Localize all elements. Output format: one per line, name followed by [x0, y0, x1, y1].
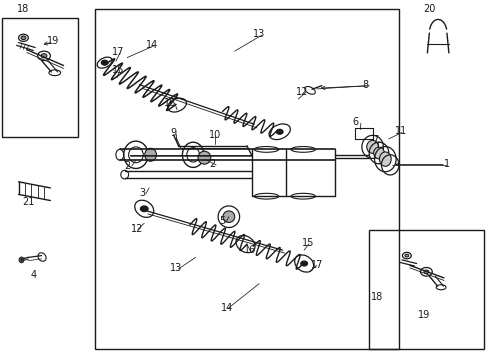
Circle shape [276, 129, 283, 134]
Text: 12: 12 [295, 87, 307, 97]
Ellipse shape [379, 152, 390, 166]
Text: 8: 8 [362, 80, 368, 90]
Text: 19: 19 [46, 36, 59, 46]
Text: 1: 1 [443, 159, 449, 169]
Text: 16: 16 [163, 98, 176, 108]
Text: 9: 9 [170, 128, 176, 138]
Text: 17: 17 [111, 47, 123, 57]
Ellipse shape [198, 151, 210, 164]
Text: 13: 13 [170, 263, 182, 273]
Text: 13: 13 [253, 29, 265, 39]
Text: 14: 14 [145, 40, 158, 50]
Bar [95, 9, 398, 349]
Circle shape [101, 60, 108, 65]
Text: 17: 17 [310, 260, 322, 270]
Circle shape [404, 254, 408, 257]
Text: 20: 20 [422, 4, 434, 14]
Ellipse shape [223, 211, 234, 222]
Text: 2: 2 [124, 161, 131, 171]
Ellipse shape [366, 140, 378, 153]
Bar [368, 230, 483, 349]
Text: 18: 18 [17, 4, 29, 14]
Circle shape [21, 36, 26, 40]
Text: 16: 16 [243, 245, 255, 255]
Text: 11: 11 [394, 126, 407, 136]
Text: 10: 10 [209, 130, 221, 140]
Text: 19: 19 [417, 310, 429, 320]
Text: 7: 7 [372, 135, 378, 145]
Bar [2, 18, 78, 137]
Text: 15: 15 [302, 238, 314, 248]
Text: 15: 15 [111, 65, 123, 75]
Text: 5: 5 [219, 216, 225, 226]
Text: 21: 21 [22, 197, 34, 207]
Circle shape [423, 270, 428, 274]
Text: 6: 6 [351, 117, 358, 127]
Text: 4: 4 [30, 270, 37, 280]
Text: 14: 14 [221, 303, 233, 313]
Ellipse shape [373, 147, 384, 159]
Text: 3: 3 [139, 188, 145, 198]
Text: 18: 18 [370, 292, 382, 302]
Circle shape [300, 261, 307, 266]
Text: 2: 2 [209, 159, 215, 169]
Ellipse shape [144, 148, 156, 161]
Text: 12: 12 [131, 224, 143, 234]
Circle shape [140, 206, 148, 212]
Ellipse shape [19, 257, 24, 263]
Circle shape [41, 54, 47, 58]
